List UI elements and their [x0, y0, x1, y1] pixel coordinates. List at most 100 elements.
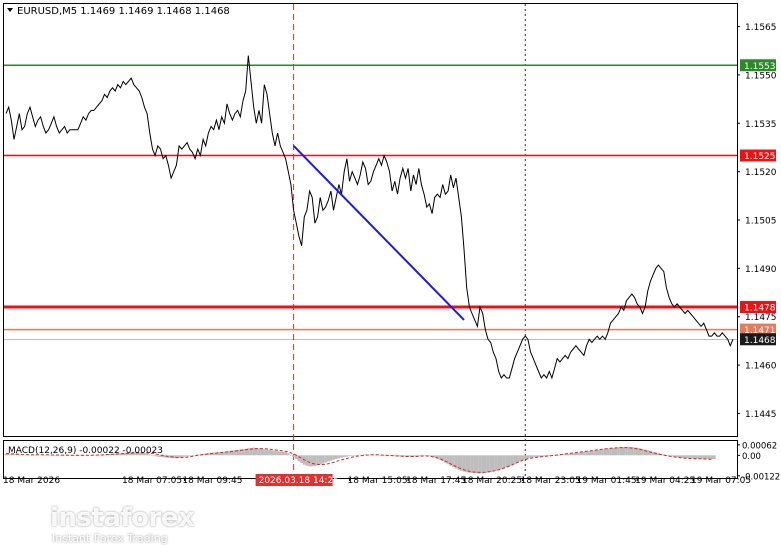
collapse-triangle-icon[interactable]	[7, 8, 13, 12]
macd-bar	[294, 455, 298, 459]
macd-bar	[129, 452, 133, 456]
macd-bar	[590, 450, 594, 456]
macd-bar	[635, 447, 639, 456]
macd-bar	[422, 455, 426, 456]
macd-bar	[249, 447, 253, 456]
macd-bar	[340, 455, 343, 458]
macd-bar	[4, 453, 8, 456]
macd-bar	[252, 447, 255, 456]
macd-bar	[334, 455, 338, 459]
macd-bar	[260, 448, 263, 456]
macd-bar	[119, 453, 122, 456]
macd-bar	[239, 449, 242, 456]
macd-bar	[153, 455, 157, 457]
macd-bar	[159, 455, 162, 457]
macd-bar	[673, 455, 676, 457]
vertical-lines	[293, 4, 526, 478]
macd-bar	[710, 455, 714, 459]
macd-bar	[619, 447, 623, 456]
macd-panel-title: MACD(12,26,9) -0.00022 -0.00023	[8, 446, 163, 456]
macd-bar	[409, 455, 413, 457]
macd-bar	[84, 455, 88, 456]
macd-bar	[601, 449, 604, 456]
macd-bar	[566, 453, 570, 456]
macd-bar	[476, 455, 479, 474]
macd-bar	[638, 448, 642, 456]
macd-bar	[457, 455, 461, 470]
instaforex-logo-icon	[12, 507, 44, 539]
macd-bar	[310, 455, 314, 467]
macd-bar	[220, 451, 224, 456]
macd-bar	[68, 455, 72, 456]
macd-bar	[468, 455, 471, 473]
macd-bar	[705, 455, 708, 459]
macd-bar	[132, 452, 136, 456]
x-tick-partial-left: 18 Mar 2026	[3, 476, 60, 486]
macd-bar	[454, 455, 458, 469]
ask-line-price-label: 1.1471	[744, 326, 776, 336]
macd-bar	[7, 453, 11, 456]
macd-bar	[646, 450, 650, 456]
macd-bar	[582, 451, 586, 456]
macd-bar	[103, 454, 106, 456]
macd-bar	[268, 449, 271, 456]
macd-bar	[611, 447, 615, 456]
mid-level-price-tag	[740, 149, 776, 162]
macd-bar	[689, 455, 692, 459]
macd-bar	[121, 452, 125, 456]
macd-bar	[585, 451, 588, 456]
macd-bar	[683, 455, 687, 459]
macd-bar	[321, 455, 325, 464]
macd-bar	[241, 449, 245, 456]
macd-bar	[558, 454, 562, 456]
macd-bar	[539, 455, 543, 457]
macd-bar	[547, 455, 551, 457]
macd-bar	[9, 453, 13, 456]
macd-bar	[441, 455, 445, 462]
price-line	[5, 55, 734, 380]
macd-bar	[433, 455, 437, 458]
macd-bar	[97, 454, 101, 456]
macd-bar	[598, 449, 602, 456]
macd-bar	[246, 448, 250, 456]
trendline-segment	[292, 145, 465, 321]
macd-bar	[297, 455, 301, 462]
macd-bar	[614, 447, 618, 456]
macd-bar	[428, 455, 431, 456]
y-tick-label: 1.1550	[745, 71, 777, 81]
macd-bar	[113, 453, 117, 456]
macd-bar	[627, 446, 631, 456]
macd-bar	[462, 455, 466, 472]
macd-bar	[603, 449, 607, 456]
macd-bar	[223, 451, 226, 456]
macd-bar	[510, 455, 514, 466]
macd-bar	[625, 446, 628, 456]
macd-bar	[289, 454, 293, 456]
macd-bar	[499, 455, 503, 470]
macd-bar	[188, 455, 192, 456]
macd-bar	[675, 455, 679, 458]
y-tick-label: 1.1535	[745, 120, 777, 130]
macd-bar	[161, 455, 165, 458]
macd-bar	[353, 455, 357, 456]
macd-bar	[377, 454, 381, 456]
macd-bar	[699, 455, 703, 459]
macd-bar	[569, 453, 572, 456]
y-tick-label: 1.1490	[745, 265, 777, 275]
macd-bar	[593, 450, 596, 456]
macd-bar	[151, 455, 154, 456]
macd-bar	[217, 452, 221, 456]
macd-bar	[57, 455, 61, 456]
macd-bar	[337, 455, 341, 459]
macd-bar	[521, 455, 524, 461]
x-tick-label: 18 Mar 23:05	[521, 476, 581, 486]
macd-bar	[414, 455, 418, 457]
macd-bar	[329, 455, 333, 461]
macd-bar	[145, 453, 149, 456]
x-tick-label: 19 Mar 07:05	[691, 476, 751, 486]
macd-bar	[444, 455, 447, 463]
macd-bar	[382, 455, 386, 456]
level-lines	[4, 64, 737, 340]
watermark-tagline: Instant Forex Trading	[52, 532, 168, 545]
